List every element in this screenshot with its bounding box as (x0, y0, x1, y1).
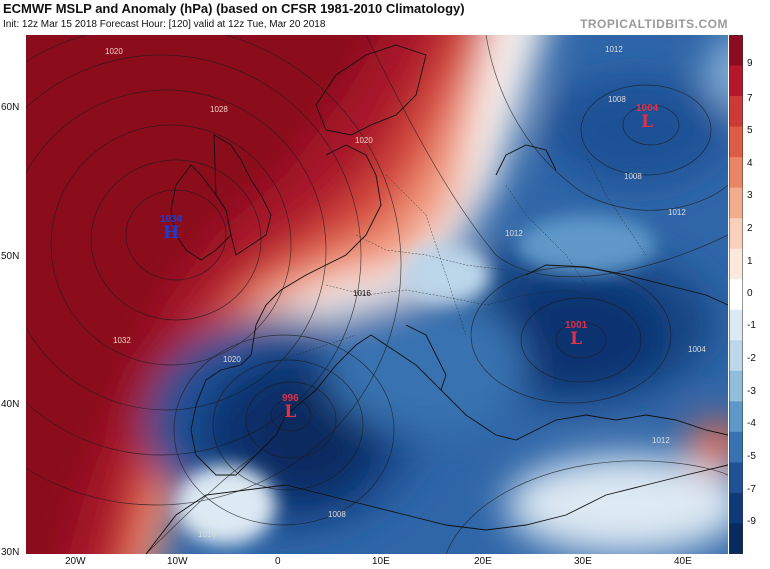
colorbar-tick: 0 (747, 288, 753, 299)
colorbar-swatch (729, 96, 743, 128)
low-pressure-center: 996 L (282, 393, 299, 421)
colorbar-tick: -9 (747, 516, 756, 527)
lon-label: 40E (674, 556, 692, 567)
colorbar-tick: 5 (747, 125, 753, 136)
lat-label: 40N (1, 399, 20, 410)
colorbar-swatch (729, 126, 743, 158)
isobar-label: 1020 (355, 136, 373, 145)
pressure-value: 1001 (565, 320, 588, 331)
colorbar-tick: 3 (747, 190, 753, 201)
low-symbol: L (570, 329, 583, 349)
anomaly-map (26, 35, 728, 554)
lon-label: 10E (372, 556, 390, 567)
isobar-label: 1020 (223, 355, 241, 364)
colorbar-swatch (729, 309, 743, 341)
site-watermark: TROPICALTIDBITS.COM (580, 17, 728, 31)
pressure-value: 1004 (636, 103, 659, 114)
high-pressure-center: 1034 H (160, 214, 182, 242)
colorbar-swatch (729, 370, 743, 402)
colorbar-tick: 9 (747, 58, 753, 69)
lat-label: 50N (1, 251, 20, 262)
colorbar-tick: -7 (747, 484, 756, 495)
low-pressure-center: 1001 L (565, 320, 587, 348)
isobar-label: 1028 (210, 105, 228, 114)
isobar-label: 1032 (113, 336, 131, 345)
colorbar-swatch (729, 248, 743, 280)
anomaly-shading (26, 35, 728, 554)
lat-label: 30N (1, 547, 20, 558)
colorbar-tick: -1 (747, 320, 756, 331)
colorbar-tick: 1 (747, 256, 753, 267)
isobar-label: 1016 (198, 530, 216, 539)
lon-label: 0 (275, 556, 281, 567)
country-borders (265, 154, 647, 366)
colorbar-swatch (729, 431, 743, 463)
colorbar-swatch (729, 340, 743, 372)
isobar-label: 1008 (328, 510, 346, 519)
colorbar-swatch (729, 401, 743, 433)
pressure-value: 1034 (160, 214, 183, 225)
lon-label: 20W (65, 556, 86, 567)
colorbar-swatch (729, 65, 743, 97)
low-pressure-center: 1004 L (636, 103, 658, 131)
low-symbol: L (284, 402, 297, 422)
lon-label: 10W (167, 556, 188, 567)
pressure-value: 996 (282, 393, 299, 404)
lon-label: 20E (474, 556, 492, 567)
colorbar (729, 35, 743, 554)
lon-label: 30E (574, 556, 592, 567)
colorbar-tick: 2 (747, 223, 753, 234)
isobar-label: 1008 (608, 95, 626, 104)
colorbar-swatch (729, 157, 743, 189)
high-symbol: H (163, 223, 180, 243)
isobar-label: 1012 (668, 208, 686, 217)
isobar-label: 1016 (353, 289, 371, 298)
isobars (26, 35, 728, 554)
coastlines (145, 44, 728, 554)
colorbar-tick: -3 (747, 386, 756, 397)
lat-label: 60N (1, 102, 20, 113)
colorbar-border (729, 35, 743, 554)
colorbar-tick: -4 (747, 418, 756, 429)
colorbar-swatch (729, 462, 743, 494)
isobar-label: 1012 (605, 45, 623, 54)
isobar-label: 1012 (652, 436, 670, 445)
isobar-label: 1012 (505, 229, 523, 238)
colorbar-swatch (729, 523, 743, 554)
colorbar-tick: 4 (747, 158, 753, 169)
colorbar-swatch (729, 279, 743, 311)
colorbar-swatch (729, 492, 743, 524)
chart-subtitle: Init: 12z Mar 15 2018 Forecast Hour: [12… (3, 19, 326, 30)
header: ECMWF MSLP and Anomaly (hPa) (based on C… (0, 0, 770, 34)
colorbar-swatch (729, 35, 743, 67)
isobar-label: 1004 (688, 345, 706, 354)
isobar-label: 1020 (105, 47, 123, 56)
colorbar-swatch (729, 187, 743, 219)
colorbar-swatch (729, 218, 743, 250)
colorbar-tick: -2 (747, 353, 756, 364)
isobar-label: 1008 (624, 172, 642, 181)
chart-title: ECMWF MSLP and Anomaly (hPa) (based on C… (3, 1, 465, 16)
colorbar-tick: 7 (747, 93, 753, 104)
colorbar-tick: -5 (747, 451, 756, 462)
low-symbol: L (641, 112, 654, 132)
